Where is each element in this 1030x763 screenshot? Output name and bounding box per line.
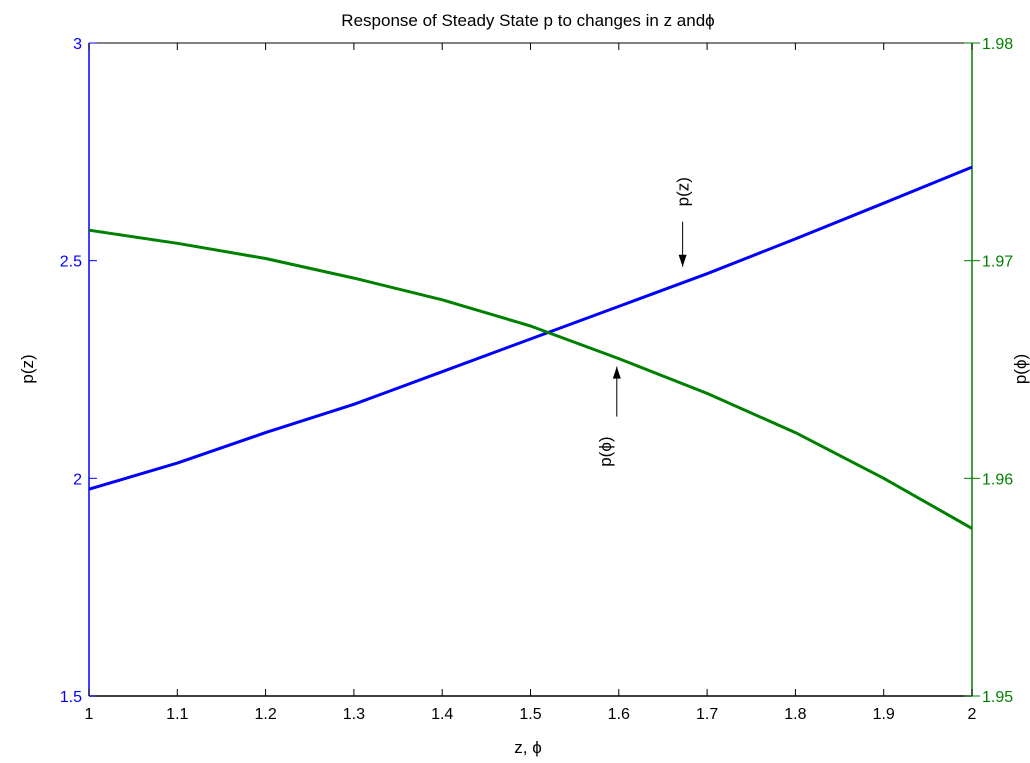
x-tick-label: 1 <box>85 706 94 723</box>
left-y-axis-label: p(z) <box>18 354 37 383</box>
right-y-axis-label: p(ϕ) <box>1011 354 1030 384</box>
right-y-tick-label: 1.97 <box>982 254 1013 271</box>
right-y-tick-label: 1.95 <box>982 689 1013 706</box>
annotation-p-z: p(z) <box>674 177 693 267</box>
x-tick-label: 1.3 <box>343 706 365 723</box>
right-y-tick-label: 1.98 <box>982 36 1013 53</box>
x-tick-label: 1.2 <box>254 706 276 723</box>
annotation-arrowhead <box>678 254 687 267</box>
x-tick-label: 1.6 <box>608 706 630 723</box>
x-tick-label: 1.7 <box>696 706 718 723</box>
left-y-tick-label: 3 <box>73 36 82 53</box>
left-y-tick-label: 1.5 <box>60 689 82 706</box>
annotations: p(z) p(ϕ) <box>596 177 693 467</box>
right-y-tick-label: 1.96 <box>982 471 1013 488</box>
x-tick-label: 1.8 <box>784 706 806 723</box>
x-tick-label: 1.4 <box>431 706 453 723</box>
plot-frame <box>88 42 973 697</box>
right-y-axis-ticks: 1.95 1.96 1.97 1.98 <box>964 36 1013 706</box>
x-tick-label: 1.1 <box>166 706 188 723</box>
annotation-arrowhead <box>612 366 621 379</box>
x-axis-label: z, ϕ <box>514 738 541 757</box>
x-axis-ticks: 1 1.1 1.2 1.3 1.4 1.5 1.6 1.7 1.8 1.9 2 <box>85 43 977 723</box>
x-tick-label: 2 <box>968 706 977 723</box>
annotation-label: p(z) <box>674 177 693 206</box>
chart-title: Response of Steady State p to changes in… <box>341 11 714 30</box>
x-tick-label: 1.5 <box>519 706 541 723</box>
x-tick-label: 1.9 <box>873 706 895 723</box>
annotation-p-phi: p(ϕ) <box>596 366 621 467</box>
left-y-tick-label: 2 <box>73 471 82 488</box>
left-y-axis-ticks: 1.5 2 2.5 3 <box>60 36 97 706</box>
series-line-p-z <box>88 165 973 491</box>
left-y-tick-label: 2.5 <box>60 254 82 271</box>
annotation-label: p(ϕ) <box>596 436 615 466</box>
series-lines <box>88 165 973 530</box>
series-line-p-phi <box>88 228 973 530</box>
